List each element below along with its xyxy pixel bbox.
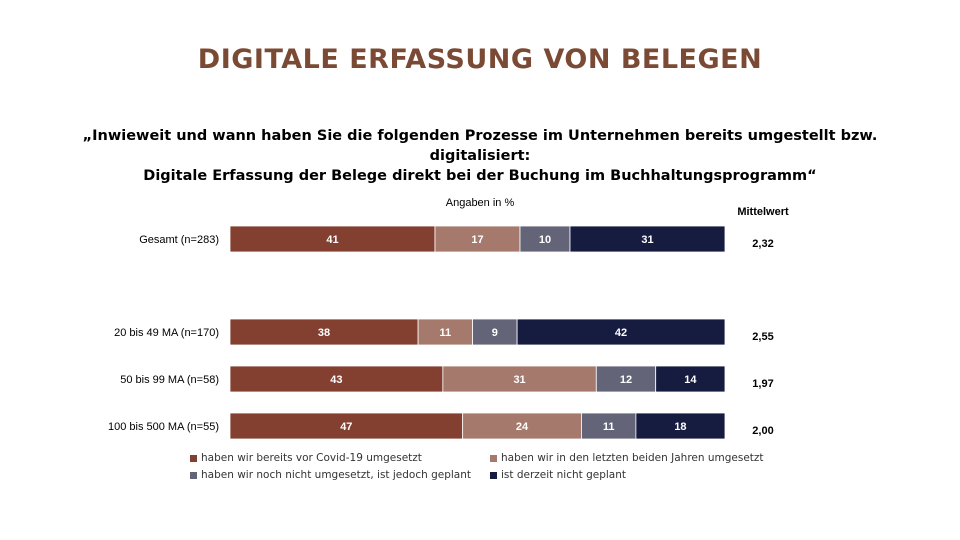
category-label: 100 bis 500 MA (n=55) [108, 421, 219, 433]
data-label: 31 [641, 234, 653, 246]
legend-item: ist derzeit nicht geplant [490, 469, 626, 481]
bar-segment [229, 412, 464, 440]
data-label: 31 [513, 374, 525, 386]
mean-value: 2,32 [752, 238, 773, 250]
bar-segment [569, 225, 726, 253]
chart-title: DIGITALE ERFASSUNG VON BELEGEN [197, 44, 763, 75]
mean-value: 2,00 [752, 425, 773, 437]
bar-segment [462, 412, 582, 440]
legend-item: haben wir in den letzten beiden Jahren u… [490, 452, 764, 464]
legend-label: haben wir in den letzten beiden Jahren u… [501, 452, 764, 464]
legend-swatch [190, 454, 197, 462]
bar-segment [229, 225, 436, 253]
data-label: 24 [516, 421, 529, 433]
data-label: 17 [471, 234, 483, 246]
legend-swatch [490, 454, 497, 462]
legend-swatch [190, 471, 197, 479]
bar-segment [229, 318, 419, 346]
data-label: 43 [330, 374, 342, 386]
data-label: 14 [684, 374, 697, 386]
survey-question-line-2: Digitale Erfassung der Belege direkt bei… [143, 168, 817, 184]
bar-segment [442, 365, 597, 393]
mean-value: 2,55 [752, 331, 773, 343]
category-label: Gesamt (n=283) [139, 234, 219, 246]
legend-item: haben wir noch nicht umgesetzt, ist jedo… [190, 469, 471, 481]
bar-segment [516, 318, 726, 346]
data-label: 11 [440, 327, 452, 339]
mean-value: 1,97 [752, 378, 773, 390]
unit-label: Angaben in % [445, 197, 515, 209]
legend-label: ist derzeit nicht geplant [501, 469, 626, 481]
data-label: 11 [603, 421, 615, 433]
data-label: 42 [615, 327, 627, 339]
data-label: 12 [620, 374, 632, 386]
survey-question-line-1: „Inwieweit und wann haben Sie die folgen… [82, 128, 878, 164]
legend-label: haben wir noch nicht umgesetzt, ist jedo… [201, 469, 472, 481]
data-label: 9 [492, 327, 498, 339]
bar-segment [519, 225, 571, 253]
survey-question: „Inwieweit und wann haben Sie die folgen… [40, 126, 920, 186]
legend-swatch [490, 471, 497, 479]
data-label: 47 [340, 421, 352, 433]
legend-label: haben wir bereits vor Covid-19 umgesetzt [201, 452, 422, 464]
bar-segment [434, 225, 521, 253]
data-label: 41 [326, 234, 338, 246]
bar-segment [655, 365, 726, 393]
bar-segment [635, 412, 726, 440]
data-label: 18 [674, 421, 686, 433]
data-label: 10 [539, 234, 551, 246]
legend-item: haben wir bereits vor Covid-19 umgesetzt [190, 452, 422, 464]
category-label: 50 bis 99 MA (n=58) [120, 374, 219, 386]
mean-column-header: Mittelwert [737, 206, 789, 218]
category-label: 20 bis 49 MA (n=170) [114, 327, 219, 339]
data-label: 38 [318, 327, 330, 339]
bar-segment [581, 412, 637, 440]
